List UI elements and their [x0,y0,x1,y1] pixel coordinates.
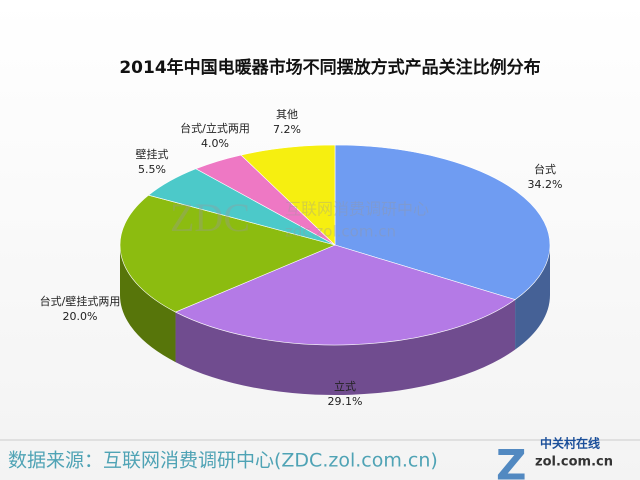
chart-title: 2014年中国电暖器市场不同摆放方式产品关注比例分布 [119,57,540,78]
slice-value: 7.2% [273,123,301,136]
slice-label: 壁挂式 [136,147,169,161]
slice-value: 5.5% [138,163,166,176]
slice-side [515,245,550,350]
logo-mark: Z [496,441,526,480]
slice-value: 4.0% [201,137,229,150]
slice-value: 29.1% [328,395,363,408]
slice-label: 台式/壁挂式两用 [40,294,121,308]
slice [174,244,516,346]
logo-name: 中关村在线 [540,436,600,451]
source: 数据来源：互联网消费调研中心(ZDC.zol.com.cn) [8,450,438,472]
slice-label: 台式/立式两用 [180,121,250,135]
logo: Z 中关村在线 zol.com.cn [496,436,613,480]
slice-side [120,245,176,363]
slice-label: 台式 [534,162,556,176]
logo-url: zol.com.cn [535,455,613,470]
watermark: ZDC 互联网消费调研中心 zdc.zol.com.cn [170,195,429,240]
slice [334,144,551,300]
slice-label: 立式 [334,379,356,393]
slice-value: 34.2% [528,178,563,191]
slice-label: 其他 [276,108,298,121]
slice [119,194,336,313]
watermark-brand: ZDC [170,195,250,240]
slice-value: 20.0% [63,310,98,323]
watermark-url: zdc.zol.com.cn [285,223,396,241]
pie [119,144,551,395]
slice-side [175,299,516,395]
watermark-name: 互联网消费调研中心 [285,200,429,219]
slice [240,144,336,246]
